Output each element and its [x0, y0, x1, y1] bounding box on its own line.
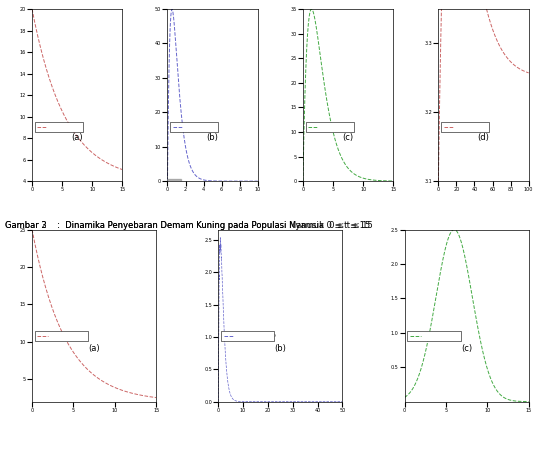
Text: Infe_Kuning(Ih): Infe_Kuning(Ih)	[319, 125, 350, 129]
Text: (c): (c)	[461, 344, 472, 353]
Text: (a): (a)	[88, 344, 100, 353]
Text: (c): (c)	[342, 133, 354, 142]
Text: (b): (b)	[207, 133, 218, 142]
Text: (b): (b)	[274, 344, 286, 353]
Text: (d): (d)	[477, 133, 490, 142]
Text: Vektor_Hutan (Sv): Vektor_Hutan (Sv)	[50, 335, 87, 338]
Text: Inf_Expose (Ih): Inf_Expose (Ih)	[184, 125, 214, 129]
Text: Gambar 2    :  Dinamika Penyebaran Demam Kuning pada Populasi Manusia  0 ≤ t ≤ 1: Gambar 2 : Dinamika Penyebaran Demam Kun…	[5, 221, 373, 230]
Text: Su_Indiv (S): Su_Indiv (S)	[48, 125, 73, 129]
Text: Vektor_Inf (Iv): Vektor_Inf (Iv)	[422, 335, 451, 338]
Text: (a): (a)	[72, 133, 83, 142]
Text: Vektor_Expose (Ev): Vektor_Expose (Ev)	[236, 335, 276, 338]
Text: Gambar 3    :  Dinamika Penyebaran Demam Kuning pada Populasi Nyamuk 0 ≤ t ≤ 15: Gambar 3 : Dinamika Penyebaran Demam Kun…	[5, 221, 371, 230]
Bar	[168, 179, 181, 188]
Text: Re_Covered (Rh): Re_Covered (Rh)	[454, 125, 489, 129]
